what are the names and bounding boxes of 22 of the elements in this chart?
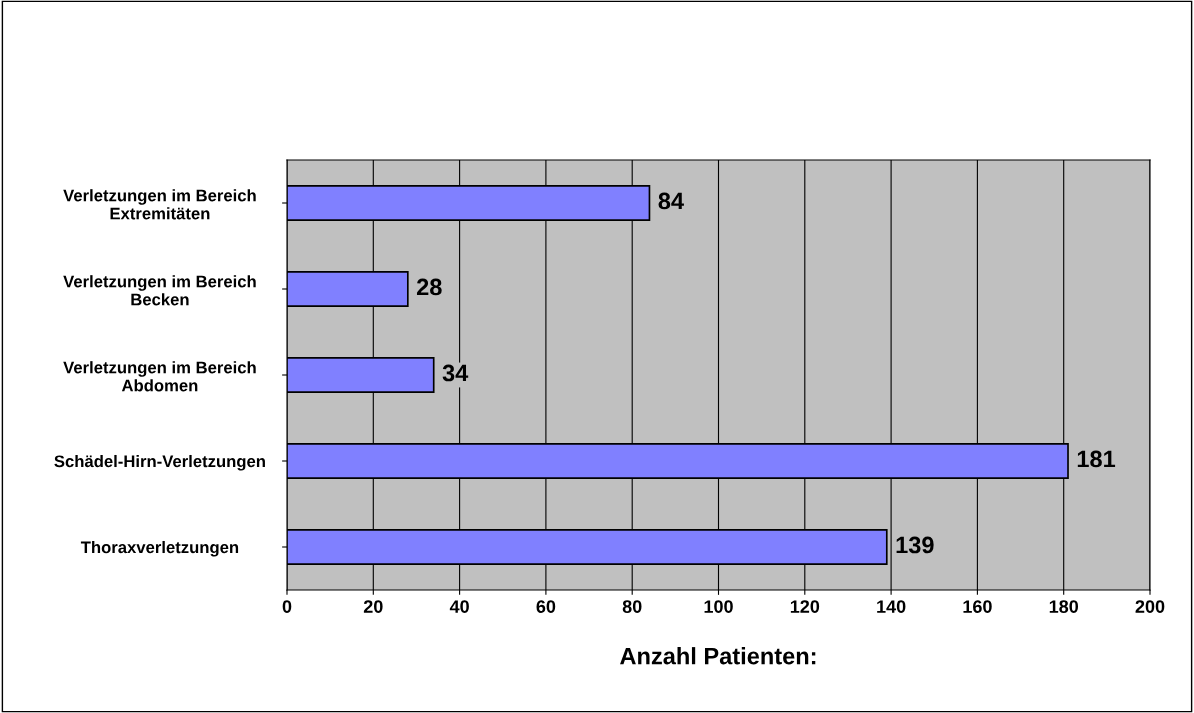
x-tick-label: 200	[1135, 600, 1165, 613]
x-tick-label: 160	[963, 600, 992, 613]
x-tick-label: 140	[877, 600, 906, 613]
x-tick-label: 120	[790, 600, 820, 613]
x-axis-title: Anzahl Patienten:	[620, 647, 816, 665]
y-tick-label: Verletzungen im Bereich Extremitäten	[63, 189, 256, 220]
x-tick-label: 20	[363, 600, 383, 613]
data-label: 181	[1077, 450, 1116, 468]
x-tick-label: 0	[282, 600, 292, 613]
data-label: 28	[416, 278, 442, 296]
data-label: 84	[658, 192, 684, 210]
y-tick-label: Schädel-Hirn-Verletzungen	[54, 454, 265, 471]
x-tick-label: 80	[622, 600, 642, 613]
y-tick-label: Verletzungen im Bereich Abdomen	[63, 361, 256, 392]
x-tick-label: 100	[704, 600, 733, 613]
data-label: 139	[896, 536, 934, 554]
y-tick-label: Thoraxverletzungen	[80, 540, 239, 557]
data-label: 34	[442, 364, 469, 382]
x-tick-label: 40	[449, 600, 469, 613]
x-tick-label: 60	[536, 600, 556, 613]
y-tick-label: Verletzungen im Bereich Becken	[63, 275, 256, 306]
x-tick-label: 180	[1049, 600, 1079, 613]
